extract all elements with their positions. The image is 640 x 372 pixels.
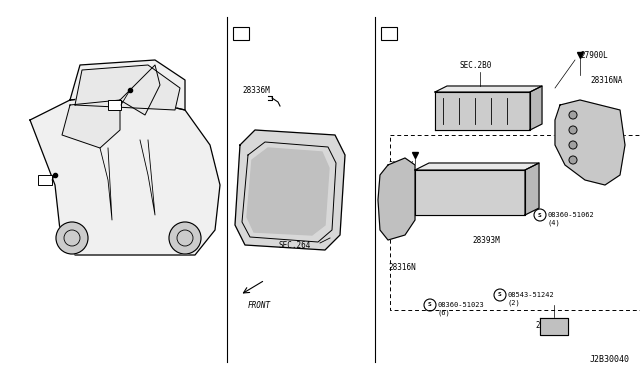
Circle shape: [569, 111, 577, 119]
Text: 28316NA: 28316NA: [590, 76, 622, 84]
Text: S: S: [428, 302, 432, 308]
Text: 27900L: 27900L: [580, 51, 608, 60]
Polygon shape: [415, 163, 539, 170]
Text: 28393M: 28393M: [472, 235, 500, 244]
Polygon shape: [415, 170, 525, 215]
Circle shape: [569, 126, 577, 134]
Polygon shape: [235, 130, 345, 250]
Polygon shape: [435, 92, 530, 130]
Text: B: B: [113, 100, 117, 109]
Text: 08360-51023: 08360-51023: [438, 302, 484, 308]
Text: 28336M: 28336M: [242, 86, 269, 94]
Text: A: A: [238, 29, 244, 38]
Polygon shape: [120, 65, 160, 115]
Polygon shape: [30, 95, 220, 255]
Polygon shape: [540, 318, 568, 335]
Polygon shape: [525, 163, 539, 215]
Text: 08360-51062: 08360-51062: [548, 212, 595, 218]
Circle shape: [569, 141, 577, 149]
Polygon shape: [530, 86, 542, 130]
Polygon shape: [75, 65, 180, 110]
Polygon shape: [62, 100, 120, 148]
Bar: [233, 27, 249, 40]
Text: 08543-51242: 08543-51242: [508, 292, 555, 298]
Bar: [108, 100, 121, 110]
Text: FRONT: FRONT: [248, 301, 271, 310]
Text: S: S: [538, 212, 542, 218]
Text: SEC.264: SEC.264: [278, 241, 311, 250]
Polygon shape: [247, 148, 329, 235]
Polygon shape: [555, 100, 625, 185]
Text: (4): (4): [548, 220, 561, 226]
Text: S: S: [498, 292, 502, 298]
Text: (6): (6): [438, 310, 451, 316]
Text: (2): (2): [508, 300, 521, 306]
Text: SEC.2B0: SEC.2B0: [460, 61, 492, 70]
Circle shape: [169, 222, 201, 254]
Bar: [38, 175, 52, 185]
Text: 27900L: 27900L: [388, 160, 416, 170]
Bar: [381, 27, 397, 40]
Polygon shape: [435, 86, 542, 92]
Circle shape: [569, 156, 577, 164]
Text: J2B30040: J2B30040: [590, 356, 630, 365]
Text: 28316N: 28316N: [388, 263, 416, 273]
Polygon shape: [378, 158, 415, 240]
Polygon shape: [70, 60, 185, 110]
Text: A: A: [43, 176, 47, 185]
Circle shape: [56, 222, 88, 254]
Text: 28212: 28212: [535, 321, 558, 330]
Text: B: B: [387, 29, 392, 38]
